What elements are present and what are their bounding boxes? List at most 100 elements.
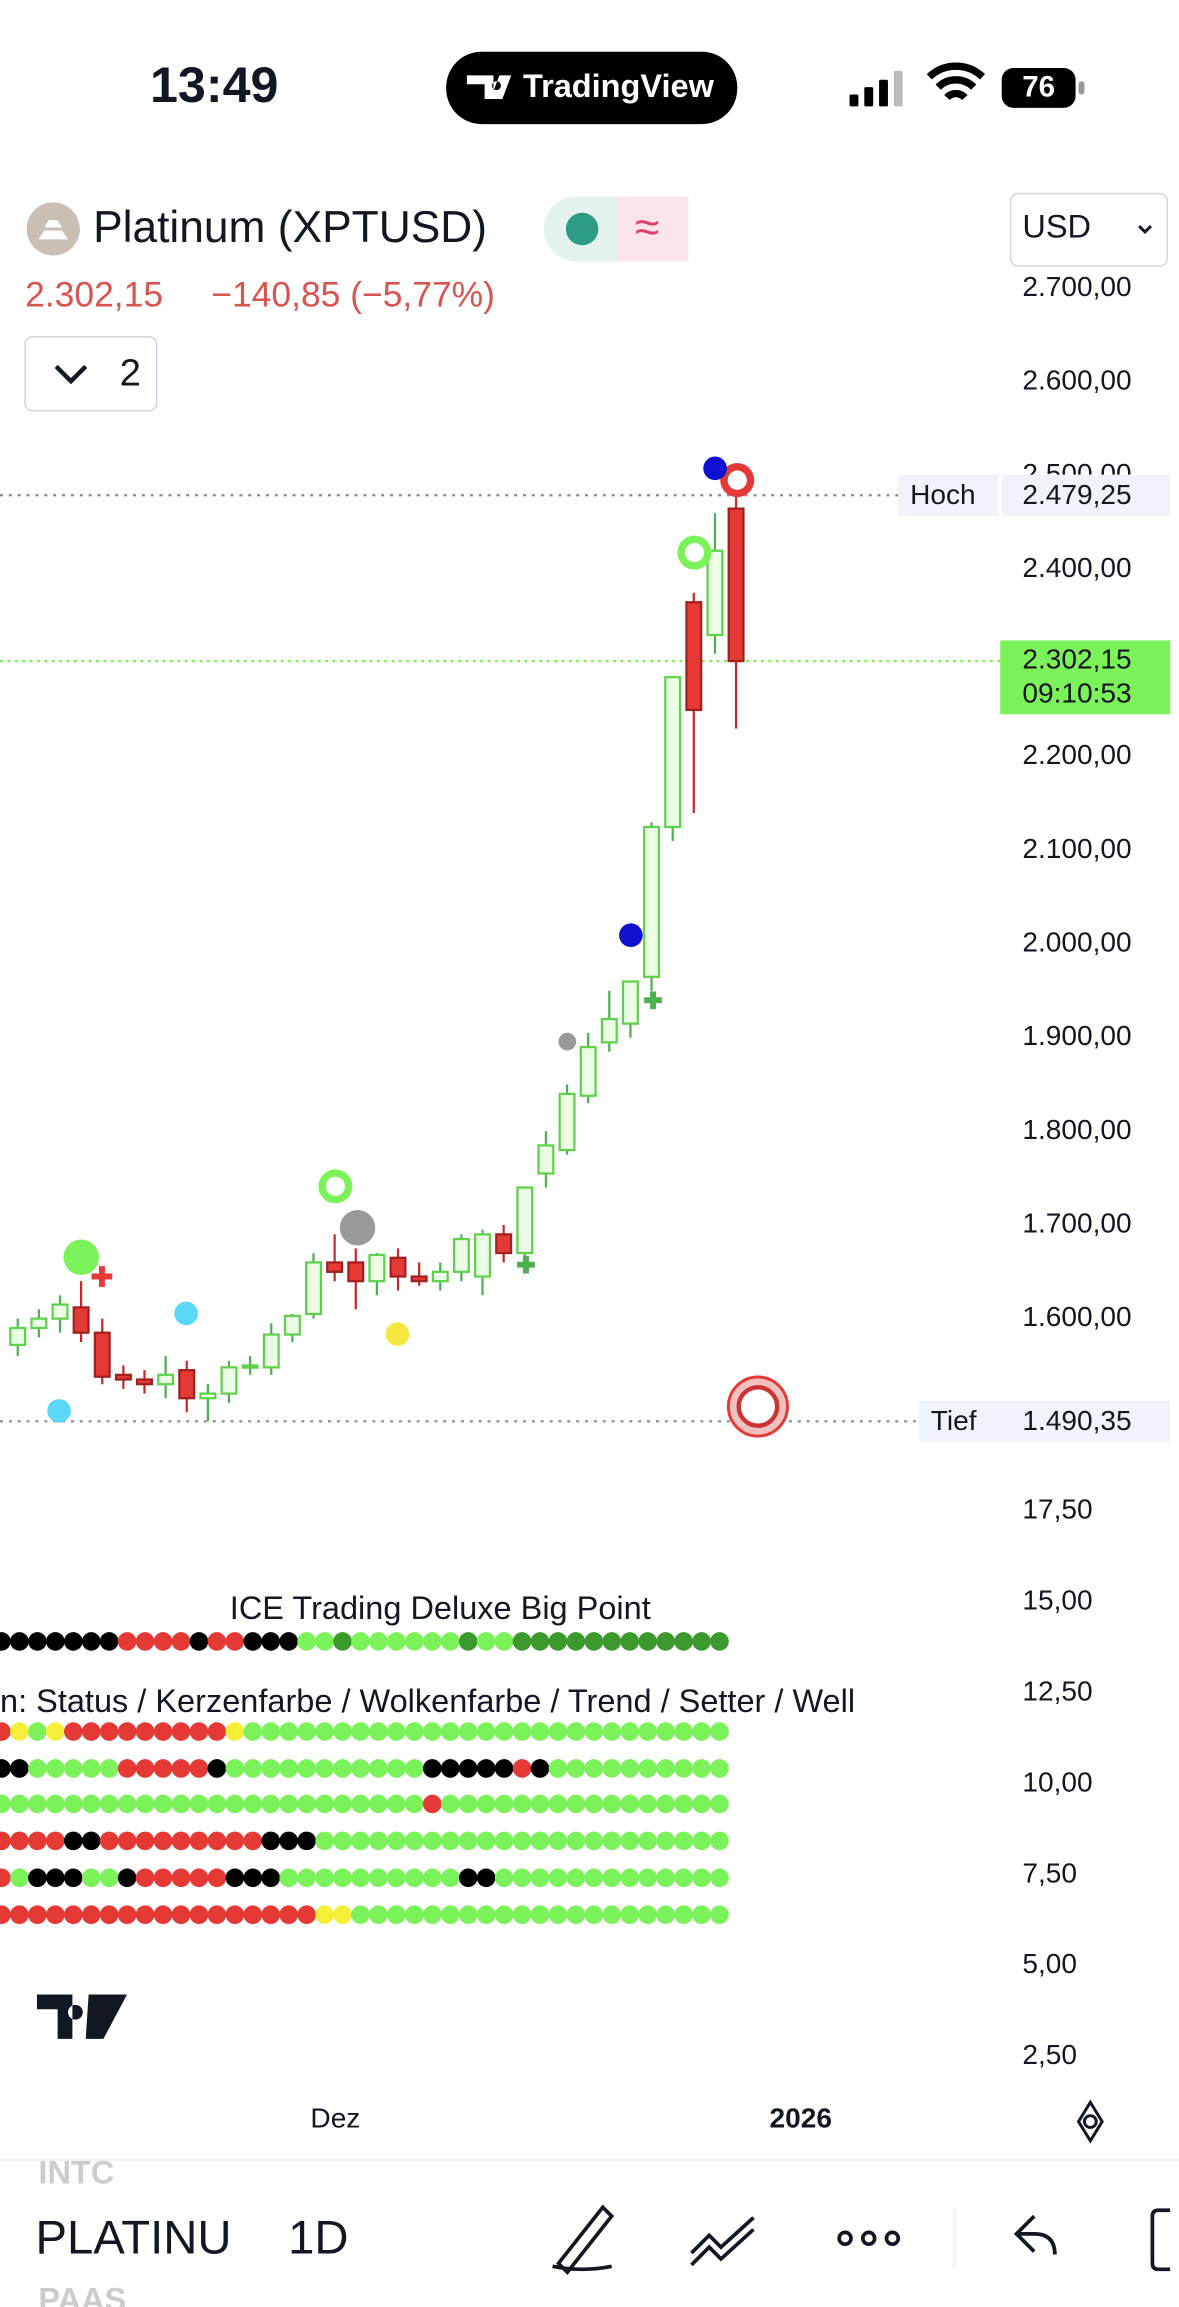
candle-body <box>30 1317 48 1330</box>
status-dot <box>261 1794 281 1814</box>
status-dot <box>710 1831 729 1851</box>
fullscreen[interactable] <box>1150 2208 1171 2272</box>
status-dot <box>674 1868 693 1888</box>
status-dot <box>99 1794 119 1814</box>
status-dot <box>189 1722 209 1741</box>
status-dot <box>405 1794 424 1814</box>
x-label: Dez <box>310 2103 360 2134</box>
status-dot <box>81 1831 101 1851</box>
next-symbol[interactable]: PAAS <box>38 2281 126 2307</box>
undo[interactable] <box>1013 2214 1057 2255</box>
status-dot <box>279 1722 299 1741</box>
status-dot <box>476 1794 496 1814</box>
countdown: 09:10:53 <box>1022 678 1131 709</box>
status-dot <box>530 1759 550 1778</box>
status-dot <box>243 1905 263 1925</box>
status-dot <box>117 1868 137 1888</box>
status-dot <box>530 1868 550 1888</box>
y-tick-label: 2.600,00 <box>1022 365 1131 396</box>
status-dot <box>422 1759 442 1778</box>
status-dot <box>405 1905 424 1925</box>
status-dot <box>297 1868 316 1888</box>
status-dot <box>243 1722 263 1741</box>
status-dot <box>63 1722 83 1741</box>
status-dot <box>279 1632 299 1651</box>
marker <box>47 1399 71 1423</box>
status-dot <box>351 1632 370 1651</box>
status-dot <box>548 1794 568 1814</box>
last-price-tag <box>1000 640 1171 715</box>
level-tag <box>898 474 999 516</box>
more-menu[interactable] <box>837 2230 901 2247</box>
y-tick-label: 10,00 <box>1022 1766 1092 1797</box>
status-dot <box>656 1905 675 1925</box>
y-tick-label: 7,50 <box>1022 1857 1077 1888</box>
status-dot <box>171 1632 191 1651</box>
status-dot <box>279 1905 299 1925</box>
symbol-button[interactable]: PLATINU <box>35 2212 231 2265</box>
symbol-name[interactable]: Platinum (XPTUSD) <box>93 203 487 252</box>
status-dot <box>279 1759 299 1778</box>
status-dot <box>692 1722 711 1741</box>
status-dot <box>279 1794 299 1814</box>
status-dot <box>620 1868 640 1888</box>
wifi <box>926 62 986 101</box>
candle-body <box>199 1392 217 1400</box>
draw-tool[interactable] <box>552 2204 615 2276</box>
settings-icon[interactable] <box>1076 2099 1104 2144</box>
status-dot <box>584 1868 604 1888</box>
status-dot <box>405 1722 424 1741</box>
status-dot <box>171 1831 191 1851</box>
status-dot <box>189 1831 209 1851</box>
status-dot <box>261 1632 281 1651</box>
candle-body <box>621 980 639 1025</box>
status-dot <box>153 1632 173 1651</box>
status-dot <box>674 1759 693 1778</box>
trend-tool[interactable] <box>690 2216 755 2267</box>
status-dot <box>548 1722 568 1741</box>
status-dot <box>656 1868 675 1888</box>
y-tick-label: 2.200,00 <box>1022 739 1131 770</box>
marker <box>558 1032 577 1051</box>
candle-body <box>347 1261 365 1283</box>
status-dot <box>261 1722 281 1741</box>
status-dot <box>692 1794 711 1814</box>
status-dot <box>333 1759 352 1778</box>
status-dot <box>584 1722 604 1741</box>
y-tick-label: 2,50 <box>1022 2039 1077 2070</box>
indicators-toggle[interactable] <box>24 336 158 412</box>
status-dot <box>422 1794 442 1814</box>
status-dot <box>153 1794 173 1814</box>
status-dot <box>674 1905 693 1925</box>
status-dot <box>710 1794 729 1814</box>
candle-body <box>537 1144 555 1175</box>
status-dot <box>189 1868 209 1888</box>
status-dot <box>422 1722 442 1741</box>
status-dot <box>530 1632 550 1651</box>
status-dot <box>512 1632 532 1651</box>
status-dot <box>692 1831 711 1851</box>
status-dot <box>512 1794 532 1814</box>
candle-body <box>664 676 682 829</box>
status-dot <box>440 1759 460 1778</box>
status-dot <box>0 1905 11 1925</box>
status-dot <box>261 1905 281 1925</box>
status-dot <box>620 1759 640 1778</box>
interval-button[interactable]: 1D <box>288 2212 348 2265</box>
candle-body <box>262 1333 280 1369</box>
status-dot <box>333 1794 352 1814</box>
status-dot <box>207 1831 227 1851</box>
status-dot <box>117 1632 137 1651</box>
currency-select[interactable] <box>1009 192 1168 267</box>
status-dot <box>171 1794 191 1814</box>
status-dot <box>315 1868 334 1888</box>
status-dot <box>207 1905 227 1925</box>
status-dot <box>476 1722 496 1741</box>
level-value: 1.490,35 <box>1022 1405 1131 1436</box>
prev-symbol[interactable]: INTC <box>38 2154 114 2190</box>
y-tick-label: 1.900,00 <box>1022 1020 1131 1051</box>
status-dot <box>548 1905 568 1925</box>
status-dot <box>315 1759 334 1778</box>
candle-body <box>241 1364 259 1369</box>
